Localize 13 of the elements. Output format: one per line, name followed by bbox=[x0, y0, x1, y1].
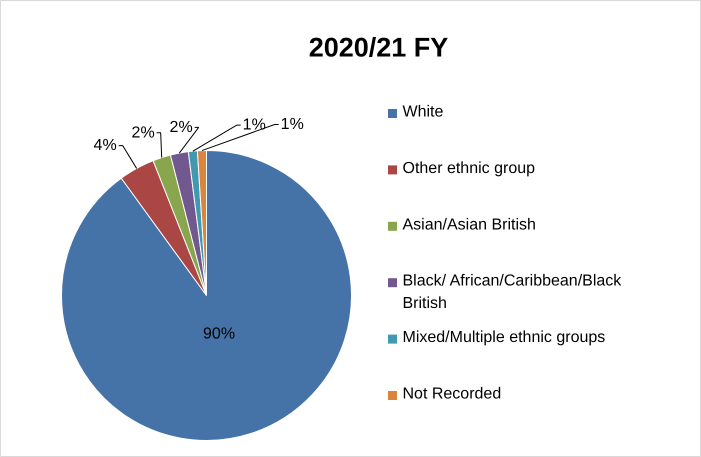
data-label: 90% bbox=[203, 326, 236, 343]
data-label: 2% bbox=[132, 124, 155, 142]
legend-label: Mixed/Multiple ethnic groups bbox=[402, 329, 606, 346]
legend-label: Black/ African/Caribbean/Black British bbox=[402, 272, 622, 312]
data-label: 2% bbox=[170, 118, 193, 136]
data-label: 1% bbox=[280, 116, 304, 133]
legend-label: White bbox=[402, 104, 444, 120]
data-label: 1% bbox=[242, 116, 266, 134]
chart-title: 2020/21 FY bbox=[308, 32, 448, 62]
data-label: 4% bbox=[94, 137, 117, 154]
legend-label: Other ethnic group bbox=[402, 160, 536, 177]
legend-label: Asian/Asian British bbox=[402, 216, 536, 234]
legend-label: Not Recorded bbox=[402, 386, 502, 402]
